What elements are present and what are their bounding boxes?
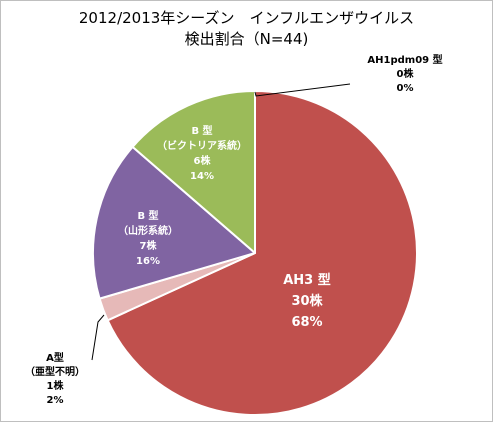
- label-b-yamagata-percent: 16%: [136, 256, 160, 267]
- label-b-victoria: B 型 （ビクトリア系統） 6株 14%: [147, 124, 257, 184]
- label-a-unknown-subtype: （亜型不明）: [25, 367, 85, 378]
- label-ah3: AH3 型 30株 68%: [262, 270, 352, 333]
- label-b-yamagata-count: 7株: [139, 241, 157, 252]
- label-a-unknown-count: 1株: [46, 381, 64, 392]
- chart-title: 2012/2013年シーズン インフルエンザウイルス: [78, 9, 415, 27]
- label-ah1pdm09-count: 0株: [396, 69, 414, 80]
- pie-slice-ah3: [106, 90, 418, 416]
- label-a-unknown-name: A型: [46, 353, 64, 364]
- label-b-victoria-subtype: （ビクトリア系統）: [157, 141, 247, 152]
- label-a-unknown-percent: 2%: [46, 395, 64, 406]
- label-ah3-count: 30株: [291, 294, 323, 309]
- chart-title-block: 2012/2013年シーズン インフルエンザウイルス 検出割合（N=44): [0, 8, 493, 50]
- pie-slice-b-yamagata: [92, 145, 256, 300]
- label-a-unknown: A型 （亜型不明） 1株 2%: [10, 352, 100, 408]
- label-ah1pdm09-name: AH1pdm09 型: [367, 55, 443, 66]
- chart-subtitle: 検出割合（N=44): [184, 30, 309, 48]
- label-b-victoria-percent: 14%: [190, 171, 214, 182]
- label-b-yamagata-name: B 型: [137, 211, 159, 222]
- label-ah1pdm09: AH1pdm09 型 0株 0%: [355, 54, 455, 96]
- pie-slice-b-victoria: [131, 90, 256, 254]
- label-b-yamagata-subtype: （山形系統）: [118, 226, 178, 237]
- label-b-victoria-count: 6株: [193, 156, 211, 167]
- label-b-yamagata: B 型 （山形系統） 7株 16%: [103, 209, 193, 269]
- leader-line-a-unknown: [91, 314, 105, 361]
- label-ah1pdm09-percent: 0%: [396, 83, 414, 94]
- label-ah3-name: AH3 型: [283, 273, 331, 288]
- label-b-victoria-name: B 型: [191, 126, 213, 137]
- leader-line-ah1pdm09: [254, 83, 351, 97]
- label-ah3-percent: 68%: [291, 315, 323, 330]
